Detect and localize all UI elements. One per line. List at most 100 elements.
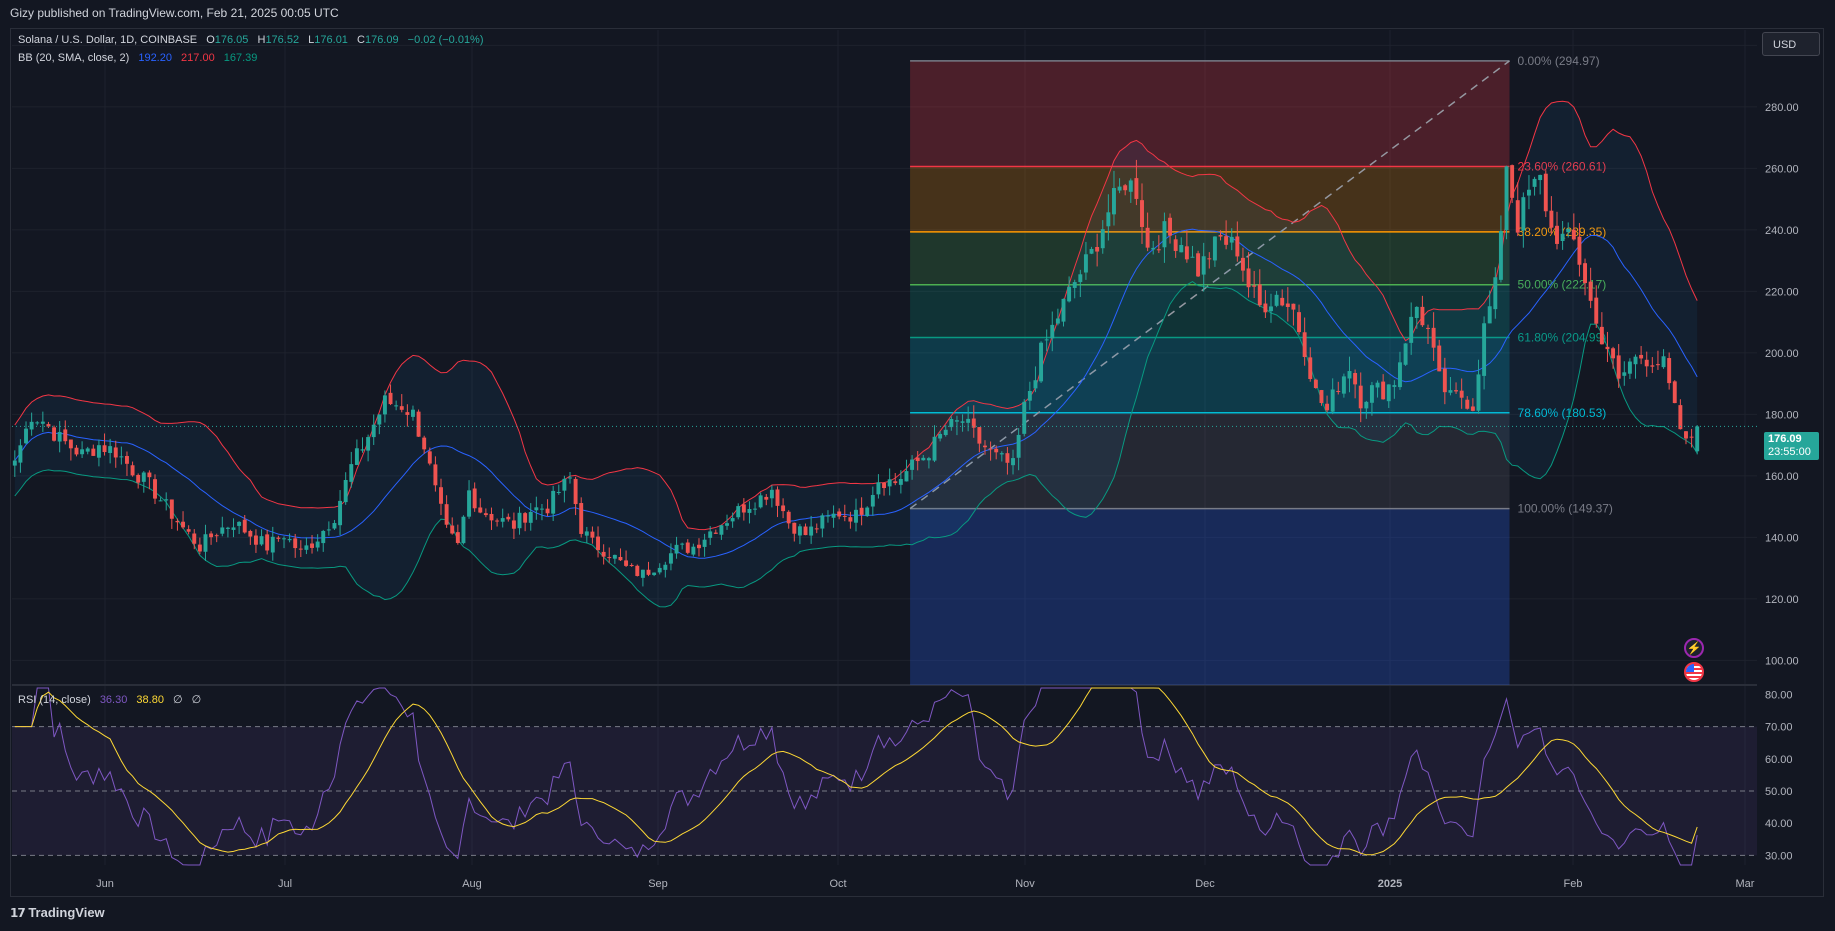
bb-legend[interactable]: BB (20, SMA, close, 2) 192.20 217.00 167…: [18, 52, 263, 64]
candle-body: [568, 477, 572, 479]
candle-body: [1689, 436, 1694, 438]
candle-body: [646, 569, 651, 575]
candle-body: [1560, 233, 1565, 242]
candle-body: [1454, 390, 1459, 392]
us-flag-icon[interactable]: [1684, 662, 1704, 682]
time-axis-tick: Feb: [1564, 878, 1583, 890]
candle-body: [1330, 389, 1335, 412]
candle-body: [960, 421, 965, 423]
candle-body: [12, 460, 17, 466]
candle-body: [1229, 236, 1234, 243]
candle-body: [1055, 318, 1060, 324]
candle-body: [1156, 249, 1161, 251]
candle-body: [1106, 212, 1111, 227]
fib-zone: [910, 337, 1510, 413]
candle-body: [534, 507, 539, 511]
candle-body: [1498, 231, 1503, 280]
currency-button[interactable]: USD: [1762, 32, 1820, 56]
candle-body: [1650, 365, 1655, 367]
candle-body: [354, 448, 359, 465]
candle-body: [663, 564, 668, 570]
candle-body: [792, 522, 797, 534]
candle-body: [1420, 306, 1425, 326]
candle-body: [865, 507, 870, 517]
candle-body: [478, 507, 483, 513]
candle-body: [91, 448, 96, 456]
rsi-line: [14, 687, 1698, 866]
candle-body: [1476, 374, 1481, 411]
candle-body: [1067, 286, 1072, 302]
lightning-icon[interactable]: ⚡: [1684, 638, 1704, 658]
candle-body: [80, 449, 85, 455]
candle-body: [332, 523, 337, 529]
candle-body: [147, 472, 152, 478]
price-axis-tick: 100.00: [1765, 655, 1799, 667]
candle-body: [405, 412, 410, 415]
candle-body: [1549, 210, 1554, 228]
candle-body: [702, 539, 707, 547]
candle-body: [1280, 297, 1285, 306]
candle-body: [282, 538, 286, 540]
candle-body: [270, 536, 275, 553]
candle-body: [169, 499, 174, 519]
candle-body: [904, 471, 909, 482]
tradingview-logo[interactable]: 𝟭𝟳 TradingView: [10, 905, 105, 920]
candle-body: [825, 515, 830, 517]
candle-body: [1196, 253, 1201, 277]
candle-body: [551, 490, 556, 514]
candle-body: [382, 395, 387, 415]
candle-body: [422, 437, 427, 450]
candle-body: [1639, 354, 1644, 359]
candle-body: [1487, 306, 1492, 324]
candle-body: [1179, 245, 1184, 253]
candle-body: [343, 479, 348, 503]
candle-body: [1375, 382, 1380, 388]
candle-body: [1504, 166, 1509, 231]
candle-body: [220, 527, 225, 534]
candle-body: [1151, 247, 1156, 250]
price-axis-tick: 200.00: [1765, 348, 1799, 360]
candle-body: [427, 451, 432, 464]
price-axis-tick: 140.00: [1765, 532, 1799, 544]
fib-trendline: [909, 60, 1510, 510]
candle-body: [259, 536, 264, 545]
candle-body: [1667, 358, 1672, 384]
rsi-axis-tick: 80.00: [1765, 689, 1793, 701]
candle-body: [926, 458, 931, 461]
rsi-extra-2: ∅: [191, 694, 202, 706]
candle-body: [803, 526, 808, 536]
candle-body: [797, 526, 802, 536]
candle-body: [321, 530, 326, 544]
fib-extension-zone: [910, 508, 1510, 685]
candle-body: [809, 526, 814, 536]
rsi-extra-1: ∅: [173, 694, 183, 706]
symbol-label[interactable]: Solana / U.S. Dollar, 1D, COINBASE: [18, 34, 198, 46]
candle-body: [1336, 390, 1341, 392]
candle-body: [1027, 390, 1032, 401]
candle-body: [708, 531, 713, 538]
candle-body: [1140, 200, 1144, 227]
candle-body: [1145, 227, 1150, 248]
candle-body: [1168, 217, 1173, 236]
candle-body: [1655, 364, 1660, 366]
candle-body: [1134, 178, 1139, 199]
candle-body: [1173, 239, 1178, 251]
candle-body: [640, 569, 645, 578]
candle-body: [1308, 357, 1313, 379]
candle-body: [46, 424, 51, 427]
candle-body: [820, 515, 825, 529]
candle-body: [96, 445, 101, 458]
candle-body: [293, 538, 298, 549]
open-value: 176.05: [214, 34, 249, 46]
candle-body: [786, 511, 791, 524]
candle-body: [298, 548, 303, 550]
candle-body: [461, 516, 466, 544]
publisher-header: Gizy published on TradingView.com, Feb 2…: [0, 0, 1835, 26]
candle-body: [848, 517, 853, 522]
time-axis-tick: Aug: [462, 878, 482, 890]
candle-body: [1285, 303, 1290, 307]
rsi-legend[interactable]: RSI (14, close) 36.30 38.80 ∅ ∅: [18, 693, 207, 706]
candle-body: [1437, 345, 1442, 372]
candle-body: [1218, 235, 1223, 237]
